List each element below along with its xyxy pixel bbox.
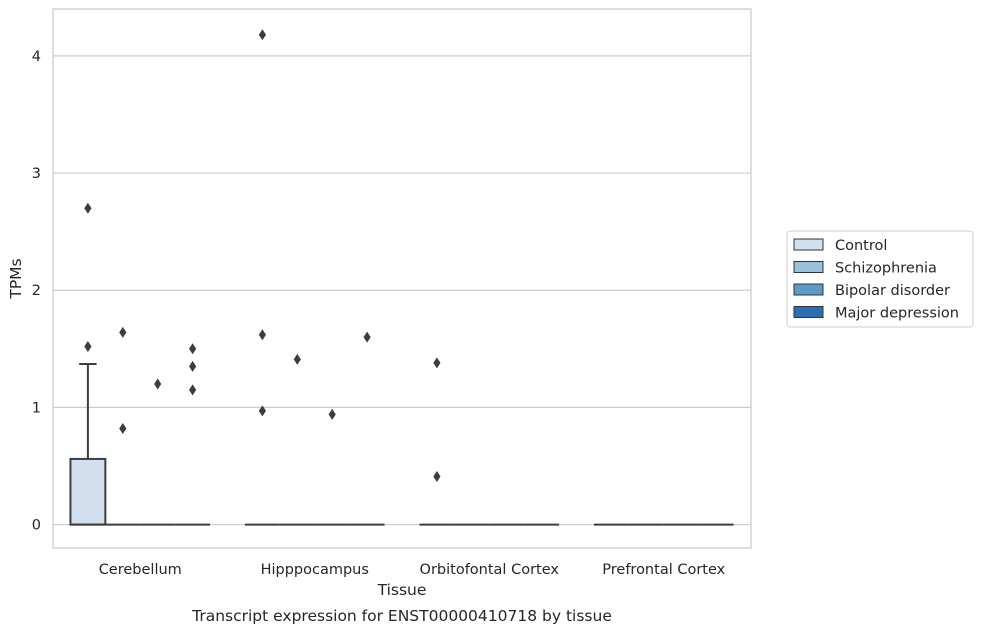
outlier-point xyxy=(189,384,197,396)
chart-caption: Transcript expression for ENST0000041071… xyxy=(191,607,612,625)
x-tick-label: Prefrontal Cortex xyxy=(602,562,725,578)
y-tick-label: 3 xyxy=(32,166,41,182)
legend-label: Schizophrenia xyxy=(835,261,937,277)
y-tick-label: 1 xyxy=(32,400,41,416)
x-axis-label: Tissue xyxy=(377,581,427,599)
outlier-point xyxy=(258,29,266,41)
y-axis-ticks: 0 1 2 3 4 xyxy=(32,49,41,534)
y-tick-label: 2 xyxy=(32,283,41,299)
y-axis-label: TPMs xyxy=(7,258,25,299)
x-tick-label: Orbitofontal Cortex xyxy=(420,562,560,578)
outlier-point xyxy=(433,471,441,483)
outlier-point xyxy=(189,343,197,355)
y-tick-label: 0 xyxy=(32,518,41,534)
legend-label: Control xyxy=(835,238,887,254)
outlier-point xyxy=(84,202,92,214)
legend: Control Schizophrenia Bipolar disorder Majo… xyxy=(786,230,974,328)
legend-label: Bipolar disorder xyxy=(835,283,950,299)
legend-label: Major depression xyxy=(835,306,959,322)
outlier-point xyxy=(293,353,301,365)
y-tick-label: 4 xyxy=(32,49,41,65)
legend-swatch xyxy=(793,238,824,251)
outlier-point xyxy=(258,329,266,341)
box-body xyxy=(69,457,107,526)
plot-area-frame xyxy=(52,8,752,549)
outlier-point xyxy=(84,340,92,352)
boxes xyxy=(69,363,734,526)
legend-swatch xyxy=(793,306,824,318)
x-tick-label: Cerebellum xyxy=(99,562,182,578)
outlier-point xyxy=(258,405,266,417)
outlier-points xyxy=(84,29,441,483)
x-tick-label: Hipppocampus xyxy=(261,562,369,578)
gridlines xyxy=(53,55,751,526)
legend-swatch xyxy=(793,261,824,273)
outlier-point xyxy=(119,326,127,338)
outlier-point xyxy=(154,378,162,390)
outlier-point xyxy=(433,357,441,369)
outlier-point xyxy=(328,408,336,420)
outlier-point xyxy=(119,422,127,434)
outlier-point xyxy=(363,331,371,343)
x-axis-ticks: Cerebellum Hipppocampus Orbitofontal Corte… xyxy=(99,562,726,578)
legend-swatch xyxy=(793,283,824,296)
box-control xyxy=(69,363,107,526)
legend-frame xyxy=(786,230,974,328)
outlier-point xyxy=(189,360,197,372)
